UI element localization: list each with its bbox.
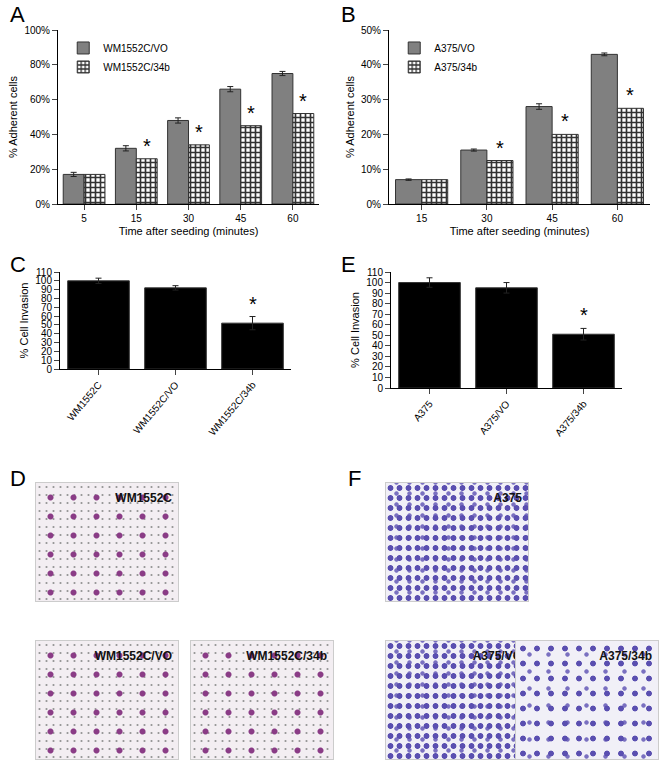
html-text:E: E: [341, 252, 356, 277]
svg-text:WM1552C/VO: WM1552C/VO: [103, 43, 168, 54]
svg-text:30: 30: [481, 213, 493, 224]
svg-text:Time after seeding (minutes): Time after seeding (minutes): [450, 225, 590, 237]
svg-text:*: *: [299, 90, 307, 112]
svg-text:20: 20: [372, 361, 384, 372]
svg-text:*: *: [496, 137, 504, 159]
html-text:A375: A375: [493, 491, 522, 505]
svg-text:50%: 50%: [361, 25, 381, 36]
svg-text:0: 0: [46, 364, 52, 375]
svg-text:% Adherent cells: % Adherent cells: [344, 76, 356, 158]
svg-text:40: 40: [41, 328, 53, 339]
svg-text:50: 50: [41, 319, 53, 330]
svg-text:110: 110: [367, 267, 383, 278]
svg-text:90: 90: [41, 284, 53, 295]
svg-text:40%: 40%: [361, 59, 381, 70]
svg-text:60: 60: [372, 319, 384, 330]
svg-text:A375/VO: A375/VO: [434, 43, 475, 54]
svg-text:45: 45: [547, 213, 559, 224]
svg-text:10%: 10%: [361, 164, 381, 175]
html-text:WM1552C/34b: WM1552C/34b: [246, 649, 327, 663]
svg-text:45: 45: [235, 213, 247, 224]
svg-text:WM1552C/VO: WM1552C/VO: [131, 379, 181, 436]
svg-text:WM1552C: WM1552C: [65, 379, 104, 422]
html-text:A375/VO: A375/VO: [472, 649, 522, 663]
svg-text:0%: 0%: [36, 199, 51, 210]
svg-text:10: 10: [41, 355, 53, 366]
svg-text:60%: 60%: [30, 94, 50, 105]
svg-text:90: 90: [372, 288, 384, 299]
html-text:A375/34b: A375/34b: [599, 649, 652, 663]
svg-text:*: *: [561, 110, 569, 132]
svg-text:100%: 100%: [24, 25, 50, 36]
svg-text:*: *: [626, 84, 634, 106]
svg-text:A375/VO: A375/VO: [477, 398, 512, 436]
html-text:C: C: [10, 252, 26, 277]
svg-text:A375: A375: [411, 398, 435, 423]
svg-text:*: *: [249, 293, 257, 315]
svg-text:40: 40: [372, 340, 384, 351]
svg-text:50: 50: [372, 330, 384, 341]
svg-text:Time after seeding (minutes): Time after seeding (minutes): [119, 225, 259, 237]
svg-text:80%: 80%: [30, 59, 50, 70]
svg-text:A375/34b: A375/34b: [553, 398, 589, 438]
svg-text:0%: 0%: [367, 199, 382, 210]
svg-text:100: 100: [366, 277, 383, 288]
svg-text:60: 60: [41, 311, 53, 322]
svg-text:20%: 20%: [361, 129, 381, 140]
svg-text:WM1552C/34b: WM1552C/34b: [103, 62, 170, 73]
svg-text:5: 5: [81, 213, 87, 224]
html-text:B: B: [341, 2, 356, 27]
svg-text:*: *: [143, 135, 151, 157]
html-text:WM1552C/VO: WM1552C/VO: [94, 649, 172, 663]
svg-text:% Cell Invasion: % Cell Invasion: [18, 283, 30, 359]
html-text:D: D: [10, 466, 26, 491]
svg-text:20%: 20%: [30, 164, 50, 175]
svg-text:20: 20: [41, 346, 53, 357]
svg-text:80: 80: [41, 293, 53, 304]
svg-text:70: 70: [372, 309, 384, 320]
svg-text:40%: 40%: [30, 129, 50, 140]
svg-text:0: 0: [377, 383, 383, 394]
svg-text:% Adherent cells: % Adherent cells: [7, 76, 19, 158]
svg-text:15: 15: [131, 213, 143, 224]
svg-text:A375/34b: A375/34b: [434, 62, 477, 73]
svg-text:70: 70: [41, 302, 53, 313]
svg-text:100: 100: [35, 275, 52, 286]
html-text:F: F: [348, 466, 362, 491]
svg-text:60: 60: [287, 213, 299, 224]
svg-text:% Cell Invasion: % Cell Invasion: [349, 292, 361, 368]
svg-text:*: *: [580, 304, 588, 326]
svg-text:WM1552C/34b: WM1552C/34b: [207, 379, 259, 438]
svg-text:*: *: [195, 121, 203, 143]
svg-text:80: 80: [372, 298, 384, 309]
svg-text:60: 60: [612, 213, 624, 224]
svg-text:30%: 30%: [361, 94, 381, 105]
svg-text:*: *: [247, 102, 255, 124]
svg-text:15: 15: [416, 213, 428, 224]
svg-text:10: 10: [372, 372, 384, 383]
svg-text:30: 30: [183, 213, 195, 224]
svg-text:30: 30: [372, 351, 384, 362]
svg-text:30: 30: [41, 337, 53, 348]
svg-text:110: 110: [36, 267, 52, 278]
html-text:A: A: [10, 2, 25, 27]
html-text:WM1552C: WM1552C: [115, 491, 172, 505]
